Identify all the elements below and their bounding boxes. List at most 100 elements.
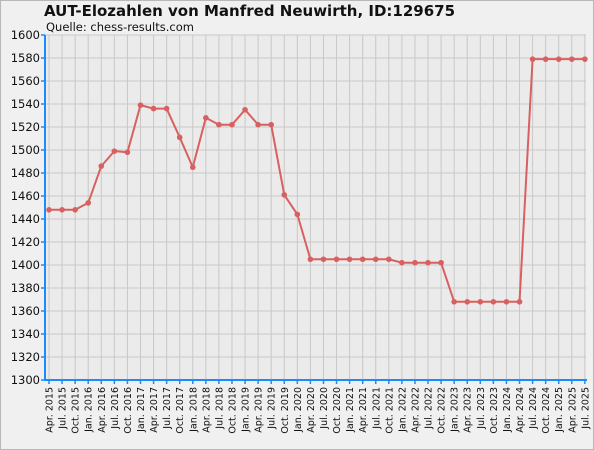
x-tick-label: Jan. 2025 bbox=[554, 387, 565, 433]
data-point bbox=[477, 299, 484, 305]
data-point bbox=[163, 105, 170, 112]
x-tick-label: Jul. 2019 bbox=[267, 387, 278, 430]
data-point bbox=[281, 192, 288, 198]
data-point bbox=[582, 56, 588, 62]
data-point bbox=[150, 105, 157, 112]
x-tick-label: Jul. 2022 bbox=[424, 387, 435, 430]
data-point bbox=[98, 163, 105, 169]
y-tick-label: 1580 bbox=[11, 51, 40, 65]
y-tick-label: 1380 bbox=[11, 281, 40, 295]
y-tick-label: 1560 bbox=[11, 74, 40, 88]
y-tick-label: 1480 bbox=[11, 166, 40, 180]
data-point bbox=[386, 256, 392, 263]
x-tick-label: Oct. 2021 bbox=[384, 387, 395, 434]
x-tick-label: Apr. 2024 bbox=[515, 387, 526, 433]
x-tick-label: Apr. 2021 bbox=[358, 387, 369, 433]
x-tick-label: Apr. 2023 bbox=[463, 387, 474, 433]
data-point bbox=[529, 56, 536, 62]
gridlines bbox=[45, 34, 586, 381]
data-point bbox=[320, 256, 327, 263]
data-point bbox=[124, 149, 131, 156]
x-tick-label: Jul. 2024 bbox=[528, 387, 539, 430]
x-tick-label: Jan. 2018 bbox=[188, 387, 199, 433]
y-tick-label: 1320 bbox=[11, 350, 40, 364]
x-tick-label: Jan. 2019 bbox=[241, 387, 252, 433]
data-point bbox=[333, 256, 340, 263]
data-point bbox=[542, 56, 549, 62]
y-tick-label: 1440 bbox=[11, 212, 40, 226]
data-point bbox=[111, 148, 118, 154]
x-tick-label: Oct. 2019 bbox=[280, 387, 291, 434]
y-tick-label: 1360 bbox=[11, 304, 40, 318]
x-tick-label: Apr. 2018 bbox=[201, 387, 212, 433]
x-tick-label: Oct. 2016 bbox=[123, 387, 134, 434]
data-point bbox=[307, 256, 314, 263]
series-group bbox=[46, 56, 588, 305]
x-tick-label: Apr. 2025 bbox=[567, 387, 578, 433]
data-point bbox=[516, 299, 523, 305]
data-point bbox=[229, 121, 235, 128]
x-tick-label: Oct. 2024 bbox=[541, 387, 552, 434]
x-tick-label: Oct. 2015 bbox=[71, 387, 82, 434]
axes bbox=[44, 35, 587, 381]
x-tick-label: Jan. 2020 bbox=[293, 387, 304, 433]
y-tick-label: 1340 bbox=[11, 327, 40, 341]
x-tick-label: Apr. 2015 bbox=[45, 387, 56, 433]
data-point bbox=[412, 259, 418, 266]
data-point bbox=[294, 211, 301, 218]
data-point bbox=[242, 106, 248, 113]
y-tick-label: 1600 bbox=[11, 28, 40, 42]
y-tick-label: 1300 bbox=[11, 373, 40, 387]
data-point bbox=[46, 207, 52, 213]
y-tick-label: 1420 bbox=[11, 235, 40, 249]
data-point bbox=[464, 299, 471, 305]
x-tick-label: Jul. 2020 bbox=[319, 387, 330, 430]
data-point bbox=[569, 56, 575, 62]
x-tick-label: Apr. 2019 bbox=[254, 387, 265, 433]
x-tick-label: Jan. 2016 bbox=[84, 387, 95, 433]
data-point bbox=[203, 115, 209, 121]
x-tick-label: Oct. 2023 bbox=[489, 387, 500, 434]
x-tick-label: Jul. 2017 bbox=[162, 387, 173, 430]
data-point bbox=[503, 299, 510, 305]
plot-area bbox=[45, 35, 586, 380]
data-point bbox=[255, 121, 261, 128]
x-tick-label: Apr. 2020 bbox=[306, 387, 317, 433]
y-tick-label: 1540 bbox=[11, 97, 40, 111]
y-tick-label: 1460 bbox=[11, 189, 40, 203]
x-tick-label: Apr. 2022 bbox=[410, 387, 421, 433]
x-tick-label: Jul. 2023 bbox=[476, 387, 487, 430]
y-tick-label: 1400 bbox=[11, 258, 40, 272]
x-tick-label: Jan. 2017 bbox=[136, 387, 147, 433]
data-point bbox=[59, 207, 65, 213]
data-point bbox=[176, 134, 183, 141]
chart-subtitle: Quelle: chess-results.com bbox=[46, 20, 194, 34]
data-point bbox=[438, 259, 444, 266]
data-point bbox=[189, 164, 196, 171]
x-tick-label: Oct. 2018 bbox=[227, 387, 238, 434]
data-point bbox=[346, 256, 353, 263]
data-point bbox=[216, 121, 222, 128]
chart-title: AUT-Elozahlen von Manfred Neuwirth, ID:1… bbox=[44, 2, 456, 20]
x-tick-label: Apr. 2016 bbox=[97, 387, 108, 433]
data-point bbox=[425, 259, 431, 266]
x-tick-label: Oct. 2022 bbox=[437, 387, 448, 434]
x-tick-label: Oct. 2017 bbox=[175, 387, 186, 434]
data-point bbox=[451, 299, 457, 305]
x-tick-label: Apr. 2017 bbox=[149, 387, 160, 433]
x-tick-label: Jan. 2021 bbox=[345, 387, 356, 433]
data-point bbox=[137, 102, 144, 108]
x-tick-label: Jan. 2022 bbox=[397, 387, 408, 433]
data-point bbox=[72, 207, 78, 213]
data-point bbox=[372, 256, 379, 263]
data-point bbox=[555, 56, 562, 62]
x-tick-label: Jul. 2021 bbox=[371, 387, 382, 430]
data-point bbox=[490, 299, 497, 305]
x-tick-label: Jul. 2016 bbox=[110, 387, 121, 430]
x-tick-label: Jan. 2023 bbox=[450, 387, 461, 433]
x-tick-label: Jul. 2025 bbox=[580, 387, 591, 430]
x-tick-label: Jul. 2015 bbox=[58, 387, 69, 430]
data-point bbox=[359, 256, 366, 263]
data-point bbox=[268, 121, 274, 128]
